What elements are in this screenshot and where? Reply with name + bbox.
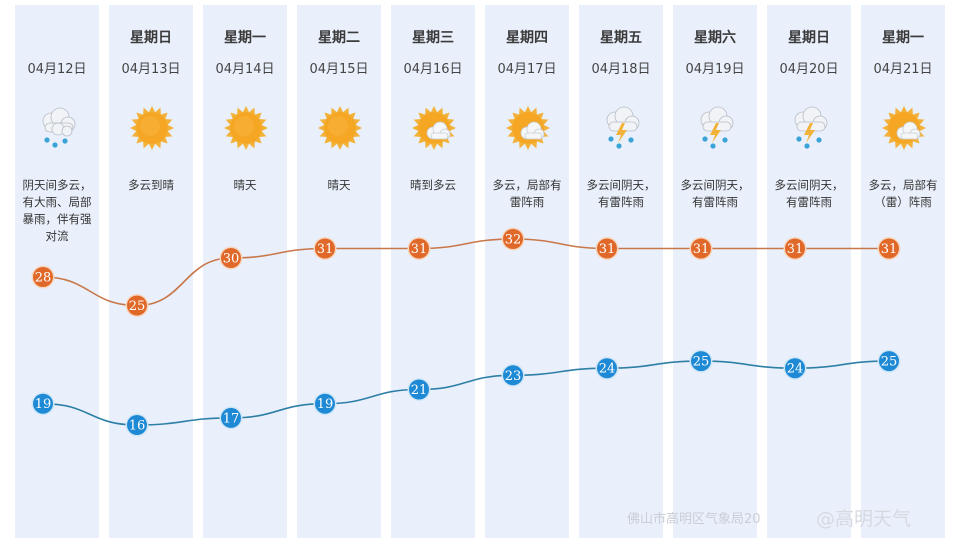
- weekday-label: 星期日: [130, 30, 172, 46]
- svg-text:25: 25: [881, 355, 898, 370]
- date-label: 04月16日: [403, 62, 463, 77]
- date-label: 04月14日: [215, 62, 275, 77]
- rain-cloud-icon: [35, 105, 81, 151]
- weather-description: 多云间阴天，有雷阵雨: [680, 178, 750, 209]
- weekday-label: 星期五: [600, 30, 642, 46]
- svg-text:32: 32: [505, 233, 522, 248]
- svg-text:21: 21: [411, 383, 428, 398]
- svg-text:25: 25: [693, 355, 710, 370]
- low-temp-line: [42, 360, 890, 426]
- sun-cloud-icon: [505, 105, 551, 151]
- low-temp-point: 25: [689, 349, 713, 373]
- low-temp-point: 19: [313, 392, 337, 416]
- low-temp-point: 17: [219, 406, 243, 430]
- low-temp-point: 24: [783, 356, 807, 380]
- forecast-day-column: 星期四 04月17日 多云，局部有雷阵雨: [485, 5, 569, 538]
- high-temp-point: 31: [689, 237, 713, 260]
- sun-cloud-icon: [411, 105, 457, 151]
- forecast-day-column: 星期五 04月18日 多云间阴天，有雷阵雨: [579, 5, 663, 538]
- date-label: 04月13日: [121, 62, 181, 77]
- weekday-label: 星期一: [882, 30, 924, 46]
- sun-cloud-icon: [881, 105, 927, 151]
- high-temp-point: 25: [125, 294, 149, 317]
- low-temp-point: 24: [595, 356, 619, 380]
- low-temp-point: 19: [31, 392, 55, 416]
- date-label: 04月12日: [27, 62, 87, 77]
- forecast-day-column: 04月12日 阴天间多云，有大雨、局部暴雨，伴有强对流: [15, 5, 99, 538]
- date-label: 04月21日: [873, 62, 933, 77]
- high-temp-point: 31: [783, 237, 807, 260]
- svg-text:31: 31: [411, 242, 428, 257]
- svg-text:31: 31: [787, 242, 804, 257]
- weather-description: 多云间阴天，有雷阵雨: [774, 178, 844, 209]
- high-temp-line: [42, 238, 890, 307]
- weekday-label: 星期四: [506, 30, 548, 46]
- date-label: 04月15日: [309, 62, 369, 77]
- date-label: 04月20日: [779, 62, 839, 77]
- high-temp-point: 30: [219, 246, 243, 270]
- sun-icon: [129, 105, 175, 151]
- forecast-day-column: 星期二 04月15日 晴天: [297, 5, 381, 538]
- svg-text:31: 31: [317, 242, 334, 257]
- watermark-text: 佛山市高明区气象局20: [627, 512, 761, 527]
- weekday-label: 星期三: [412, 30, 454, 46]
- low-temp-point: 21: [407, 378, 431, 401]
- high-temp-point: 31: [407, 237, 431, 260]
- weekday-label: 星期一: [224, 30, 266, 46]
- svg-text:24: 24: [787, 362, 804, 377]
- date-label: 04月19日: [685, 62, 745, 77]
- forecast-day-column: 星期日 04月13日 多云到晴: [109, 5, 193, 538]
- weekday-label: 星期日: [788, 30, 830, 46]
- svg-text:31: 31: [693, 242, 710, 257]
- svg-text:24: 24: [599, 362, 616, 377]
- weather-description: 晴天: [327, 178, 351, 192]
- sun-icon: [223, 105, 269, 151]
- weather-description: 多云，局部有雷阵雨: [492, 178, 562, 209]
- date-label: 04月17日: [497, 62, 557, 77]
- high-temp-point: 31: [877, 237, 901, 260]
- weekday-label: 星期二: [318, 30, 360, 46]
- thunder-rain-icon: [599, 105, 645, 151]
- svg-text:16: 16: [129, 419, 146, 434]
- weather-description: 晴到多云: [410, 178, 456, 192]
- high-temp-point: 31: [595, 237, 619, 260]
- forecast-day-column: 星期日 04月20日 多云间阴天，有雷阵雨: [767, 5, 851, 538]
- forecast-day-column: 星期一 04月14日 晴天: [203, 5, 287, 538]
- forecast-day-column: 星期六 04月19日 多云间阴天，有雷阵雨: [673, 5, 757, 538]
- weather-description: 阴天间多云，有大雨、局部暴雨，伴有强对流: [22, 178, 92, 243]
- svg-text:25: 25: [129, 299, 146, 314]
- forecast-day-column: 星期三 04月16日 晴到多云: [391, 5, 475, 538]
- weather-description: 多云间阴天，有雷阵雨: [586, 178, 656, 209]
- weather-description: 多云到晴: [128, 178, 174, 192]
- svg-text:30: 30: [223, 252, 240, 267]
- weather-description: 多云，局部有（雷）阵雨: [868, 178, 938, 209]
- high-temp-point: 31: [313, 237, 337, 260]
- low-temp-point: 25: [877, 349, 901, 373]
- forecast-day-column: 星期一 04月21日 多云，局部有（雷）阵雨: [861, 5, 945, 538]
- low-temp-point: 23: [501, 363, 525, 387]
- svg-text:28: 28: [35, 271, 52, 286]
- low-temp-point: 16: [125, 413, 149, 437]
- weekday-label: 星期六: [694, 30, 736, 46]
- svg-text:19: 19: [35, 397, 52, 412]
- svg-text:31: 31: [881, 242, 898, 257]
- thunder-rain-icon: [787, 105, 833, 151]
- weather-description: 晴天: [233, 178, 257, 192]
- high-temp-point: 32: [501, 227, 525, 251]
- svg-text:23: 23: [505, 369, 522, 384]
- svg-text:17: 17: [223, 411, 240, 426]
- weibo-watermark: @高明天气: [816, 508, 912, 530]
- svg-text:31: 31: [599, 242, 616, 257]
- high-temp-point: 28: [31, 265, 55, 289]
- sun-icon: [317, 105, 363, 151]
- thunder-rain-icon: [693, 105, 739, 151]
- date-label: 04月18日: [591, 62, 651, 77]
- svg-text:19: 19: [317, 397, 334, 412]
